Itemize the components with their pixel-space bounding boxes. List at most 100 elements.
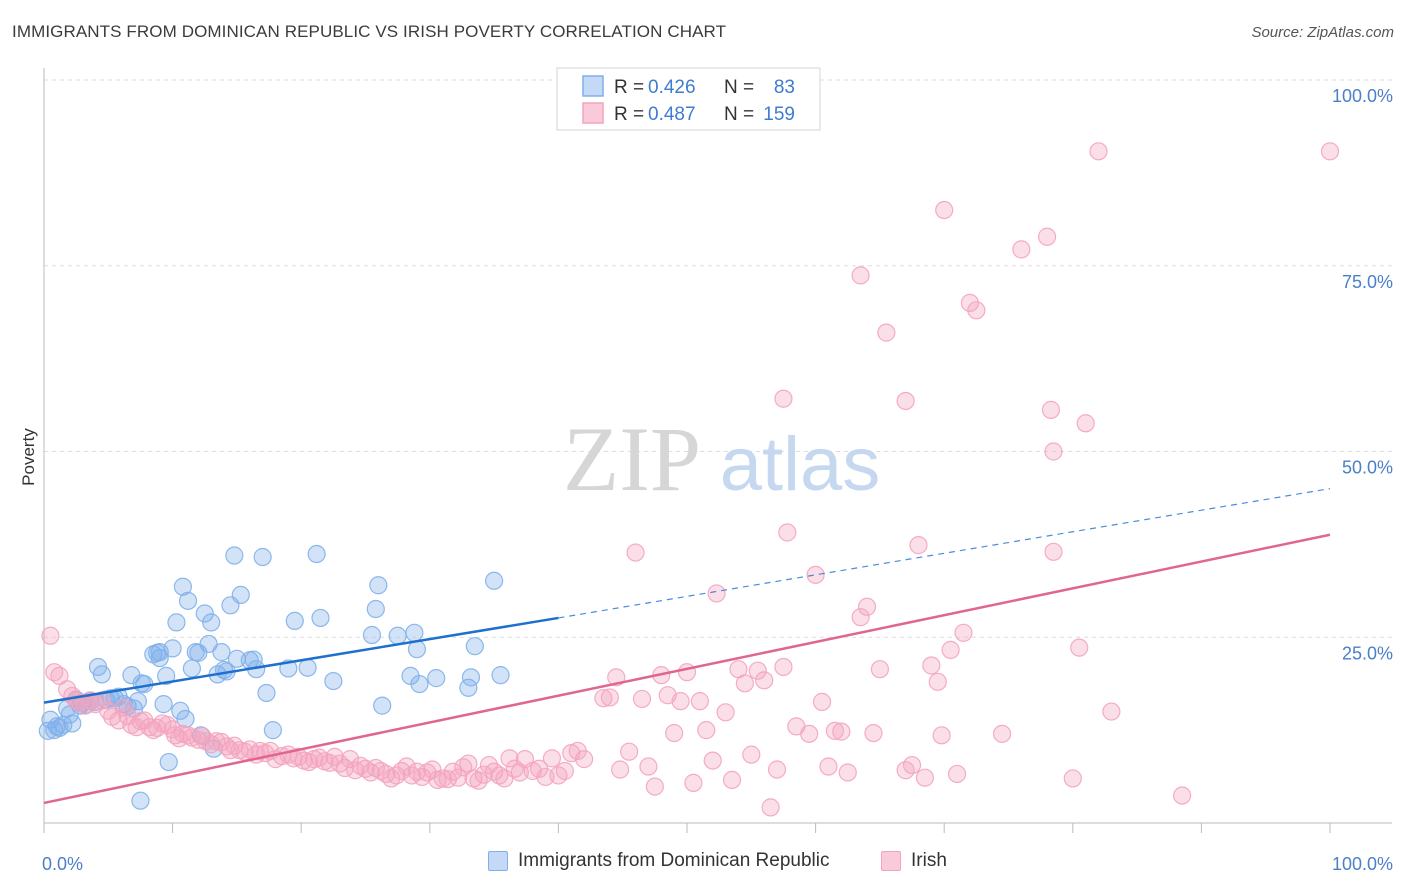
irish-point [611, 760, 630, 779]
irish-point [851, 266, 870, 285]
irish-point [722, 770, 742, 790]
irish-point [735, 674, 754, 693]
irish-point [671, 692, 690, 711]
x-tick-labels: 0.0% 100.0% [42, 854, 1393, 874]
irish-point [448, 768, 468, 787]
dominican-point [405, 623, 424, 642]
dominican-point [257, 683, 276, 703]
dominican-trend-line [43, 616, 559, 704]
irish-point [207, 732, 226, 751]
dominican-point [199, 634, 218, 654]
dominican-point [231, 585, 250, 604]
irish-point [870, 660, 890, 679]
dominican-point [167, 613, 186, 632]
irish-point [932, 726, 951, 745]
dominican-point [459, 678, 478, 697]
irish-point [967, 301, 986, 320]
irish-point [41, 626, 60, 645]
dominican-point [195, 604, 214, 623]
irish-point [857, 597, 877, 616]
irish-point [947, 764, 967, 784]
dominican-point [202, 613, 221, 632]
dominican-trend-extension [558, 488, 1331, 619]
irish-point [340, 750, 360, 769]
irish-point [575, 750, 594, 769]
dominican-point [461, 668, 481, 687]
irish-point [620, 742, 639, 761]
irish-point [1089, 142, 1108, 161]
legend-swatch-blue [582, 75, 604, 97]
irish-point [697, 721, 716, 740]
irish-point [825, 721, 844, 740]
irish-point [941, 640, 960, 659]
grid-lines [44, 79, 1392, 638]
legend-item-dominican: Immigrants from Dominican Republic [488, 850, 830, 872]
legend-swatch-pink [582, 102, 604, 124]
irish-point [474, 765, 493, 784]
irish-point [716, 703, 735, 722]
irish-point [645, 777, 664, 796]
dominican-point [154, 695, 173, 714]
y-tick-label: 50.0% [1342, 458, 1393, 478]
y-tick-label: 25.0% [1342, 643, 1393, 663]
irish-point [748, 661, 767, 680]
legend-top: R = 0.426 N = 83 R = 0.487 N = 159 [556, 67, 821, 131]
legend-n-label-2: N = [724, 104, 754, 125]
legend-n-value-1: 83 [774, 77, 795, 98]
dominican-point [373, 696, 392, 715]
irish-point [1037, 227, 1057, 246]
irish-point [684, 773, 703, 792]
irish-point [707, 584, 726, 603]
irish-point [1063, 769, 1082, 788]
irish-point [407, 762, 427, 781]
dominican-point [225, 546, 244, 565]
legend-item-irish: Irish [881, 850, 947, 872]
legend-r-value-1: 0.426 [648, 77, 696, 98]
irish-point [703, 751, 722, 770]
legend-n-value-2: 159 [763, 104, 795, 125]
dominican-point [253, 547, 272, 567]
series-dominican-points [38, 544, 510, 810]
dominican-point [92, 665, 111, 684]
dominican-point [485, 571, 504, 590]
irish-point [767, 760, 787, 779]
irish-point [915, 768, 935, 787]
irish-point [443, 762, 463, 781]
legend-r-label-2: R = [614, 104, 644, 125]
irish-point [469, 771, 488, 790]
watermark-zip: ZIP [563, 408, 701, 510]
trend-lines [43, 488, 1331, 805]
irish-point [382, 769, 401, 788]
irish-point [594, 689, 613, 708]
irish-point [433, 769, 452, 788]
dominican-point [298, 658, 317, 677]
watermark: ZIP atlas [563, 408, 880, 510]
dominican-point [263, 721, 283, 740]
source-label: Source: ZipAtlas.com [1251, 24, 1394, 41]
dominican-point [285, 611, 304, 631]
irish-point [542, 749, 562, 768]
irish-point [665, 723, 684, 743]
legend-r-label-1: R = [614, 77, 644, 98]
irish-point [600, 688, 619, 707]
dominican-point [491, 666, 510, 685]
dominican-point [63, 714, 82, 733]
legend-bottom: Immigrants from Dominican Republic Irish [0, 850, 1406, 880]
dominican-point [410, 674, 429, 694]
y-tick-labels: 25.0% 50.0% 75.0% 100.0% [1332, 86, 1393, 663]
irish-point [812, 692, 832, 711]
irish-point [351, 756, 370, 775]
x-tick-label-max: 100.0% [1332, 854, 1393, 874]
irish-point [755, 671, 774, 690]
irish-point [366, 758, 385, 778]
irish-trend-line [43, 533, 1331, 805]
chart-title: IMMIGRANTS FROM DOMINICAN REPUBLIC VS IR… [12, 22, 727, 41]
irish-point [690, 692, 709, 711]
irish-point [500, 749, 519, 768]
dominican-point [362, 625, 382, 645]
dominican-point [324, 671, 343, 691]
irish-point [50, 666, 69, 685]
irish-point [819, 757, 838, 776]
irish-point [992, 724, 1012, 743]
